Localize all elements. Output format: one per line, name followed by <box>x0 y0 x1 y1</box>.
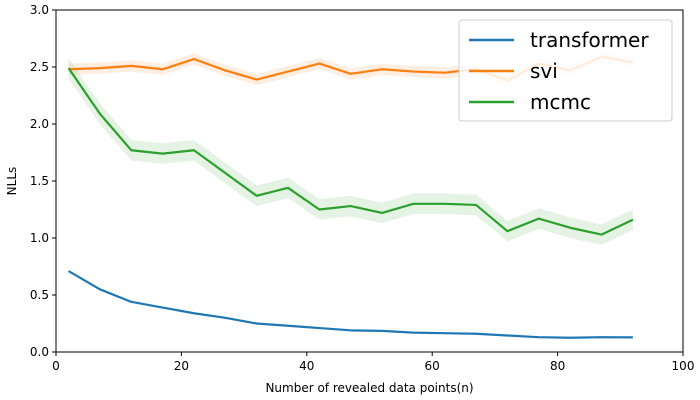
x-axis-label: Number of revealed data points(n) <box>265 381 473 395</box>
x-tick-label: 60 <box>425 359 440 373</box>
y-tick-label: 2.5 <box>30 60 49 74</box>
x-axis-ticks: 0 20 40 60 80 100 <box>52 352 694 373</box>
y-axis-label: NLLs <box>5 167 19 196</box>
legend-label-mcmc: mcmc <box>530 90 591 114</box>
x-tick-label: 20 <box>174 359 189 373</box>
legend-box <box>458 19 673 122</box>
y-tick-label: 0.5 <box>30 288 49 302</box>
y-tick-label: 1.0 <box>30 231 49 245</box>
x-tick-label: 100 <box>672 359 695 373</box>
y-tick-label: 1.5 <box>30 174 49 188</box>
x-tick-label: 80 <box>550 359 565 373</box>
line-transformer <box>67 270 633 339</box>
y-tick-label: 3.0 <box>30 3 49 17</box>
y-axis-ticks: 0.0 0.5 1.0 1.5 2.0 2.5 3.0 <box>30 3 56 359</box>
line-mcmc <box>67 67 634 236</box>
legend: transformer svi mcmc <box>458 19 673 122</box>
y-tick-label: 2.0 <box>30 117 49 131</box>
legend-label-transformer: transformer <box>530 28 649 52</box>
y-tick-label: 0.0 <box>30 345 49 359</box>
x-tick-label: 0 <box>52 359 60 373</box>
x-tick-label: 40 <box>299 359 314 373</box>
legend-label-svi: svi <box>530 59 558 83</box>
